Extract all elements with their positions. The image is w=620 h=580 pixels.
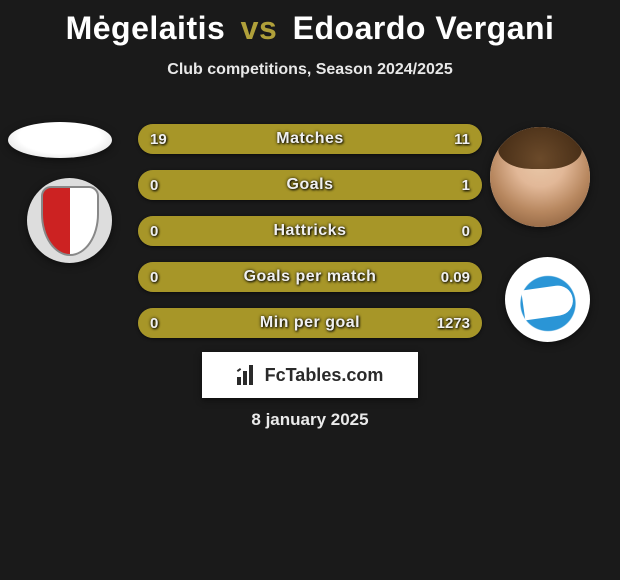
stat-label: Hattricks (138, 216, 482, 246)
stat-row: 00.09Goals per match (138, 262, 482, 292)
date: 8 january 2025 (0, 410, 620, 430)
comparison-infographic: Mėgelaitis vs Edoardo Vergani Club compe… (0, 0, 620, 580)
title-player1: Mėgelaitis (66, 10, 226, 46)
watermark-text: FcTables.com (265, 365, 384, 386)
title-player2: Edoardo Vergani (293, 10, 555, 46)
player1-avatar-icon (8, 122, 112, 158)
watermark: FcTables.com (202, 352, 418, 398)
stat-row: 01Goals (138, 170, 482, 200)
stat-row: 00Hattricks (138, 216, 482, 246)
stat-label: Goals (138, 170, 482, 200)
stat-bars: 1911Matches 01Goals 00Hattricks 00.09Goals … (138, 124, 482, 354)
stat-label: Goals per match (138, 262, 482, 292)
stat-label: Min per goal (138, 308, 482, 338)
player1-club-badge-icon (27, 178, 112, 263)
title-vs: vs (241, 10, 278, 46)
stat-row: 01273Min per goal (138, 308, 482, 338)
bar-chart-icon (237, 365, 259, 385)
stat-label: Matches (138, 124, 482, 154)
stat-row: 1911Matches (138, 124, 482, 154)
player2-avatar-icon (490, 127, 590, 227)
player2-club-badge-icon (505, 257, 590, 342)
title: Mėgelaitis vs Edoardo Vergani (0, 0, 620, 47)
subtitle: Club competitions, Season 2024/2025 (0, 61, 620, 79)
